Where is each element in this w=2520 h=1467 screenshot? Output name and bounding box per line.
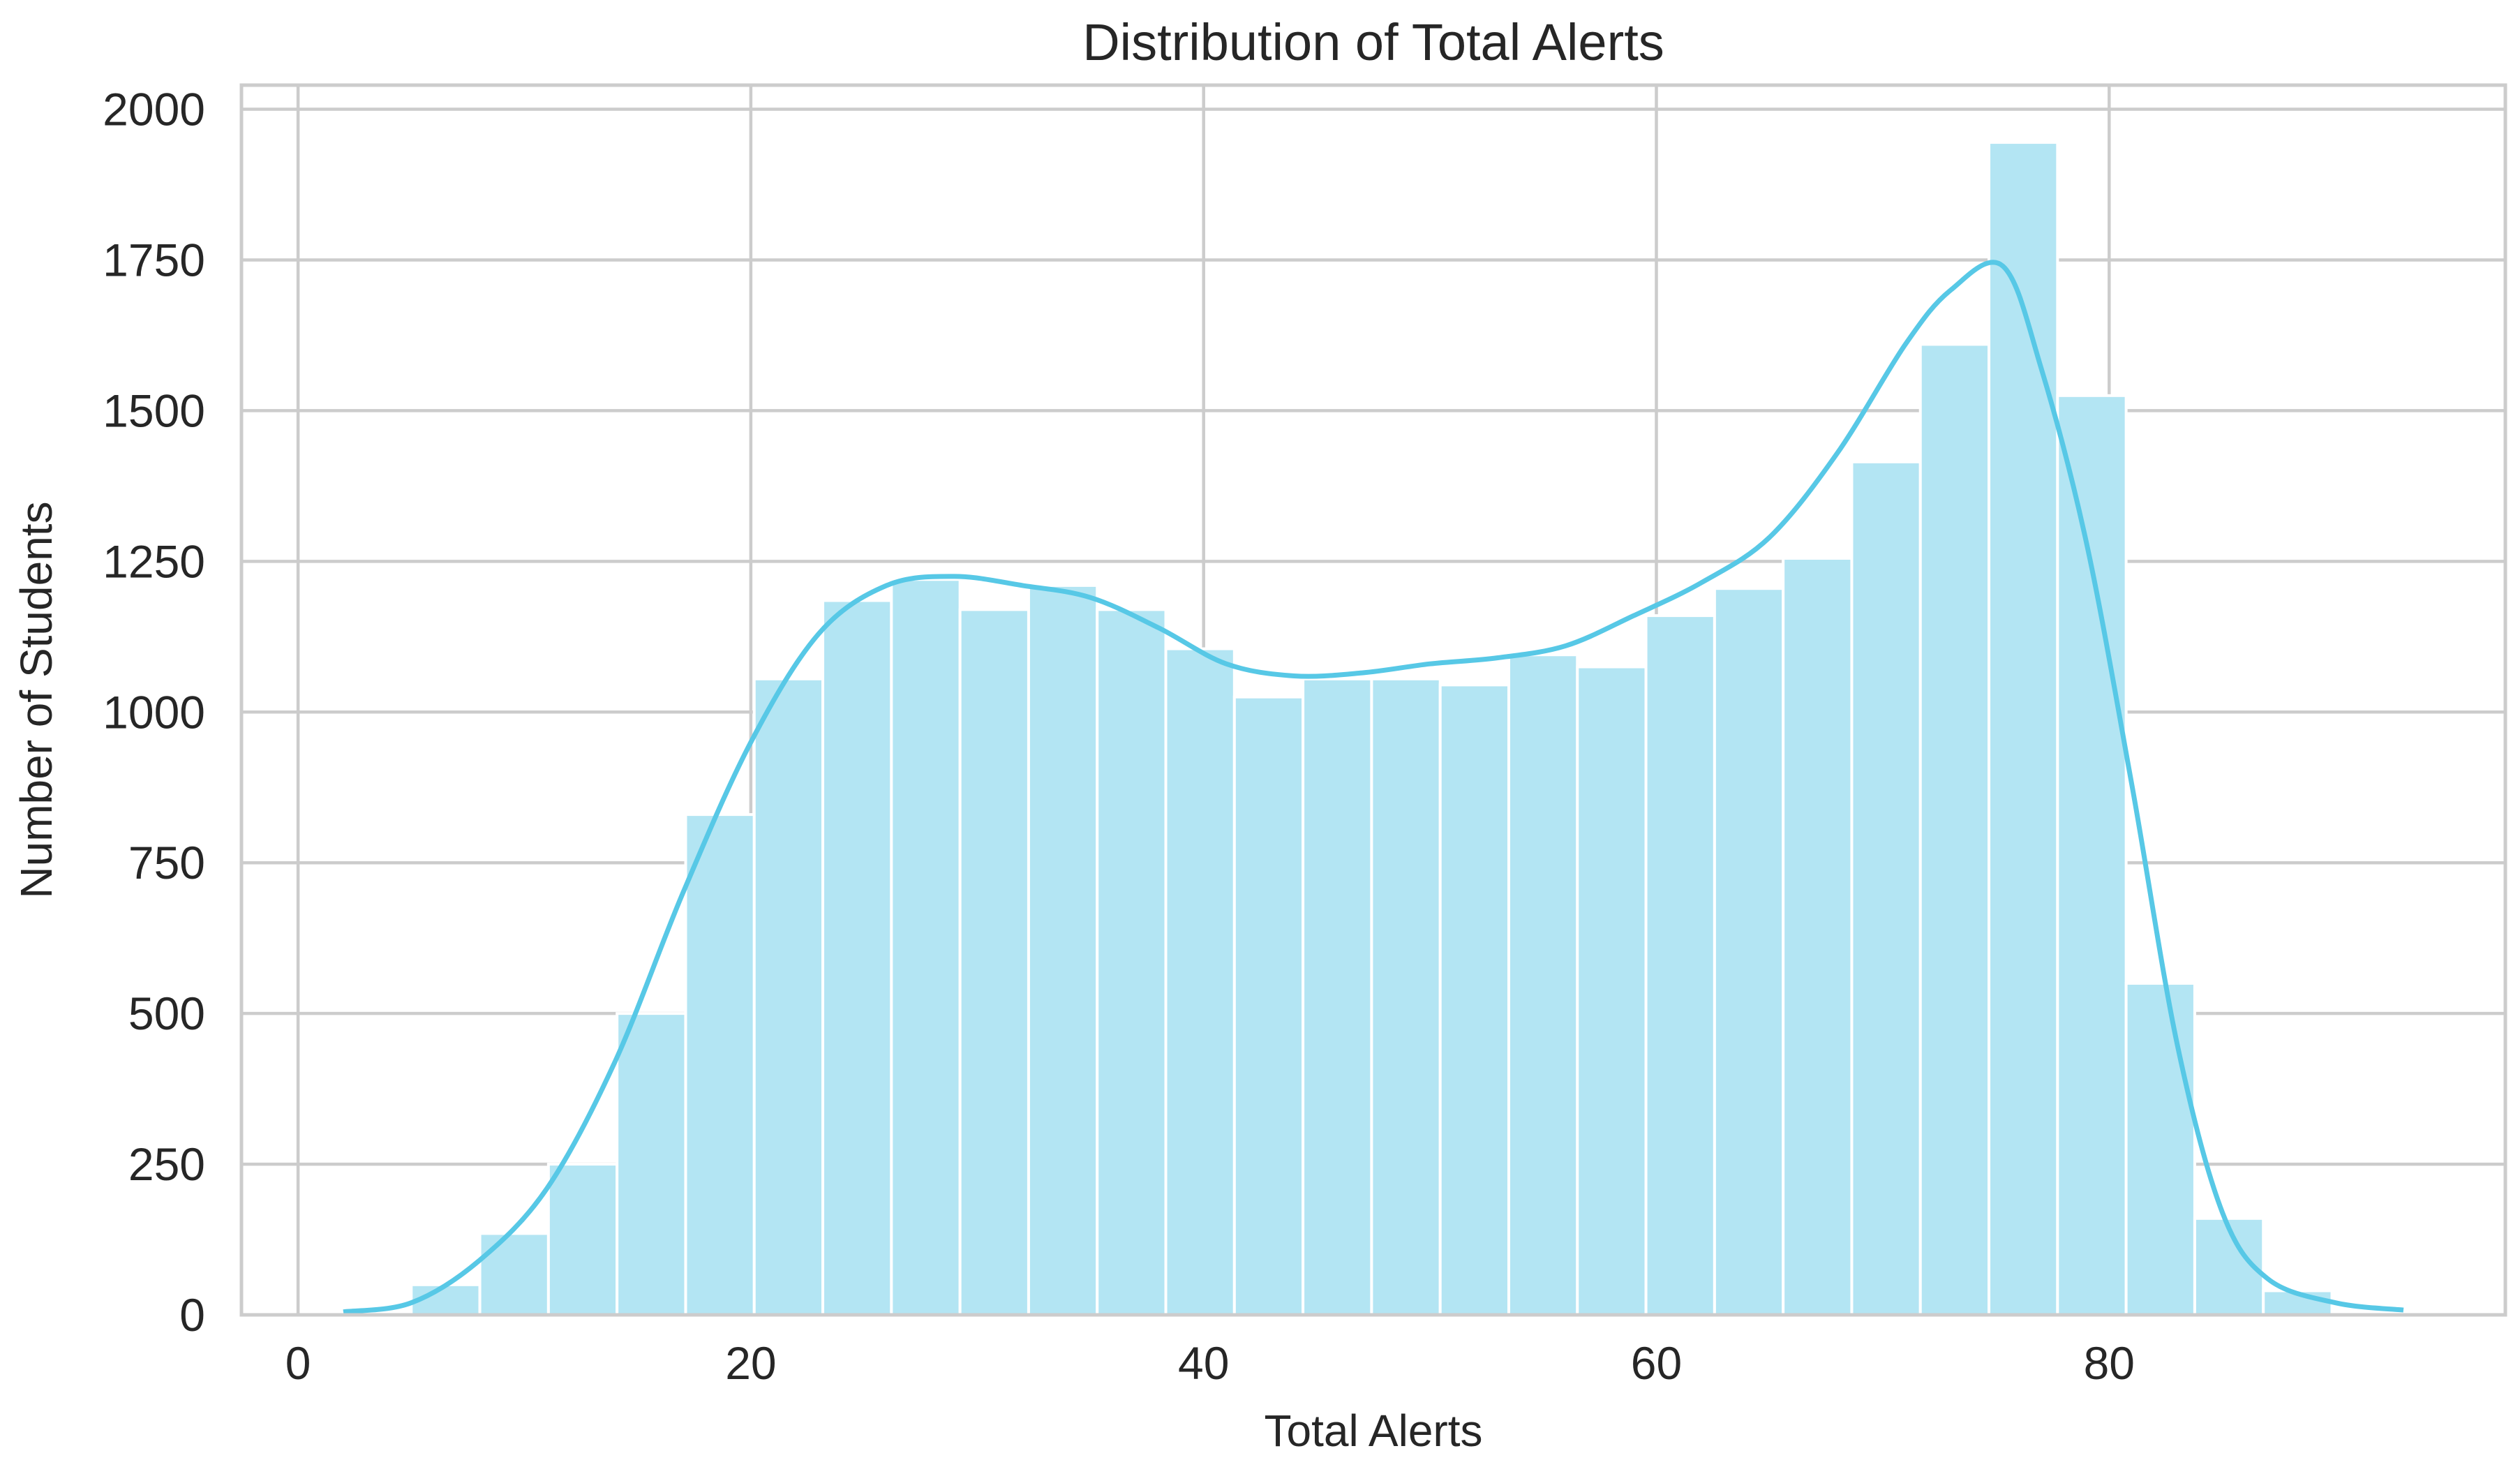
histogram-bar <box>2124 981 2196 1316</box>
histogram-bar <box>821 599 893 1316</box>
histogram-bar <box>1782 557 1854 1316</box>
histogram-bar <box>1713 587 1785 1316</box>
x-tick-label: 40 <box>1178 1337 1229 1389</box>
histogram-bar <box>1850 460 1922 1316</box>
x-tick-label: 80 <box>2084 1337 2135 1389</box>
histogram-bar <box>1918 343 1991 1316</box>
x-tick-label: 0 <box>285 1337 311 1389</box>
histogram-bar <box>1302 677 1373 1316</box>
y-tick-label: 500 <box>128 988 205 1039</box>
x-tick-label: 60 <box>1631 1337 1682 1389</box>
tick-labels: 0 20 40 60 80 0 250 500 750 1000 1250 1500 1750 2000 <box>103 84 2135 1389</box>
histogram-bar <box>478 1232 550 1317</box>
histogram-bar <box>616 1012 687 1316</box>
y-tick-label: 1000 <box>103 686 205 738</box>
histogram-bar <box>752 677 825 1316</box>
histogram-bar <box>1438 683 1510 1316</box>
y-tick-label: 2000 <box>103 84 205 135</box>
x-tick-label: 20 <box>725 1337 776 1389</box>
plot-frame <box>239 83 2507 1317</box>
histogram-bar <box>890 578 962 1316</box>
kde-curve <box>343 260 2404 1315</box>
histogram-bar <box>1096 608 1168 1316</box>
histogram-bar <box>546 1163 619 1316</box>
histogram-bar <box>1164 647 1236 1316</box>
histogram-bar <box>1576 665 1648 1316</box>
y-axis-title: Number of Students <box>11 501 61 898</box>
y-tick-label: 250 <box>128 1138 205 1190</box>
x-axis-title: Total Alerts <box>1264 1406 1482 1456</box>
histogram-bar <box>1370 677 1442 1316</box>
histogram-bar <box>1988 141 2059 1316</box>
histogram-bar <box>2056 394 2128 1316</box>
histogram-bar <box>1232 695 1305 1316</box>
y-tick-label: 1750 <box>103 234 205 285</box>
histogram-bar <box>684 813 756 1316</box>
histogram-bars <box>410 141 2334 1317</box>
y-tick-label: 1250 <box>103 535 205 587</box>
histogram-bar <box>1027 583 1099 1316</box>
y-tick-label: 1500 <box>103 385 205 436</box>
chart-title: Distribution of Total Alerts <box>1082 13 1664 71</box>
y-tick-label: 750 <box>128 837 205 888</box>
kde-curve-group <box>343 260 2404 1315</box>
histogram-bar <box>1644 614 1716 1316</box>
histogram-bar <box>1507 653 1579 1316</box>
y-tick-label: 0 <box>179 1289 205 1341</box>
histogram-bar <box>958 608 1030 1316</box>
